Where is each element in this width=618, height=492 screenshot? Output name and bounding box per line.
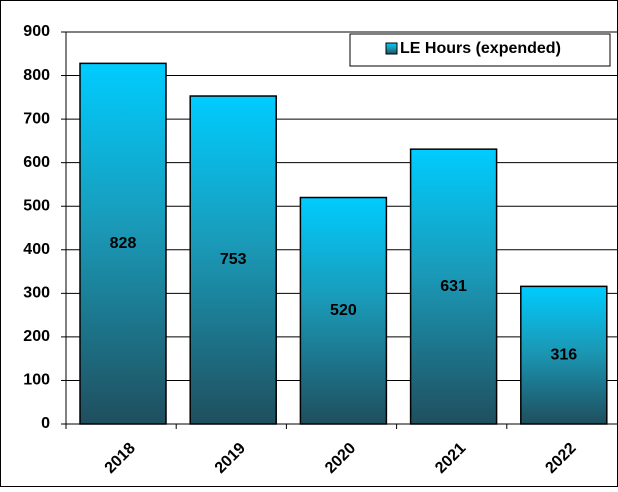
y-tick-label: 400 (23, 241, 50, 258)
y-tick-label: 500 (23, 197, 50, 214)
y-tick-label: 800 (23, 67, 50, 84)
data-label: 520 (330, 302, 357, 319)
y-tick-label: 0 (41, 415, 50, 432)
y-tick-label: 900 (23, 23, 50, 40)
bar (299, 196, 388, 425)
y-tick-label: 200 (23, 328, 50, 345)
y-tick-label: 100 (23, 372, 50, 389)
bar (520, 285, 608, 425)
y-tick-label: 300 (23, 285, 50, 302)
y-tick-label: 700 (23, 110, 50, 127)
y-tick-label: 600 (23, 154, 50, 171)
data-label: 753 (220, 251, 247, 268)
bar (189, 95, 277, 425)
data-label: 631 (440, 278, 467, 295)
legend-label: LE Hours (expended) (400, 40, 561, 57)
data-label: 316 (550, 346, 577, 363)
bar (409, 148, 498, 425)
legend-swatch (385, 42, 398, 55)
data-label: 828 (110, 235, 137, 252)
